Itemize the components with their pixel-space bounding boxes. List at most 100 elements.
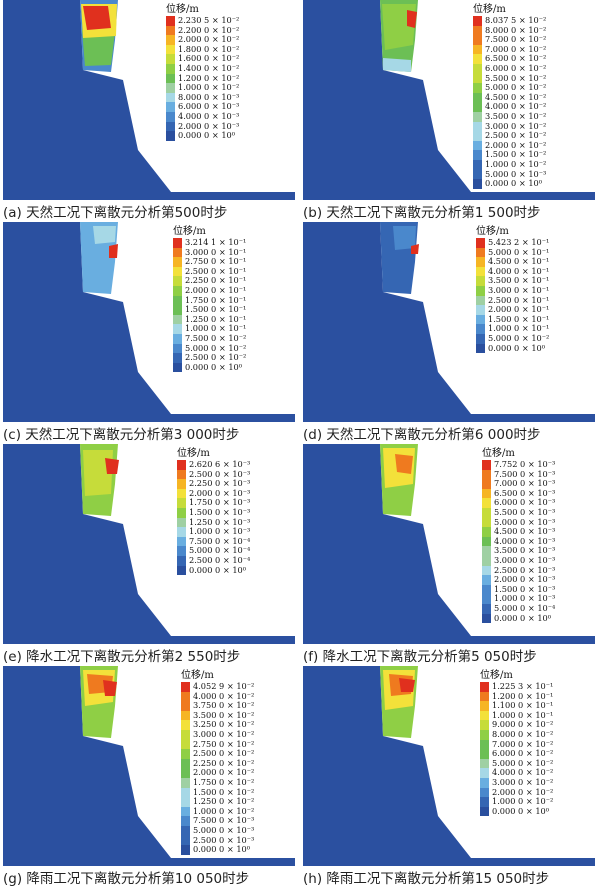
- legend-row: 7.752 0 × 10⁻³: [482, 459, 555, 470]
- legend-value-label: 5.500 0 × 10⁻³: [494, 506, 556, 517]
- legend-row: 1.750 0 × 10⁻³: [177, 498, 250, 508]
- legend-value-label: 4.500 0 × 10⁻²: [485, 91, 547, 102]
- legend-swatch: [181, 777, 190, 788]
- legend-row: 1.000 0 × 10⁻¹: [476, 324, 549, 334]
- legend-swatch: [480, 729, 489, 740]
- legend-swatch: [181, 845, 190, 855]
- legend-row: 7.500 0 × 10⁻³: [482, 469, 555, 480]
- legend-value-label: 1.500 0 × 10⁻²: [485, 149, 547, 160]
- legend-row: 1.500 0 × 10⁻²: [473, 150, 546, 160]
- legend-value-label: 2.230 5 × 10⁻²: [178, 15, 240, 25]
- legend-value-label: 4.052 9 × 10⁻²: [193, 681, 255, 691]
- legend-swatch: [476, 266, 485, 277]
- legend-value-label: 3.500 0 × 10⁻³: [494, 545, 556, 556]
- legend-value-label: 0.000 0 × 10⁰: [488, 342, 546, 353]
- legend-value-label: 3.000 0 × 10⁻³: [494, 554, 556, 565]
- legend-value-label: 8.000 0 × 10⁻³: [178, 91, 240, 102]
- legend-row: 1.200 0 × 10⁻¹: [480, 691, 553, 702]
- legend-row: 3.214 1 × 10⁻¹: [173, 237, 246, 248]
- rock-mass: [3, 444, 295, 644]
- legend-value-label: 2.620 6 × 10⁻³: [189, 459, 251, 469]
- legend-row: 4.500 0 × 10⁻¹: [476, 257, 549, 267]
- legend-value-label: 7.000 0 × 10⁻³: [494, 478, 556, 489]
- legend-row: 1.000 0 × 10⁻³: [482, 594, 555, 604]
- legend-value-label: 2.750 0 × 10⁻²: [193, 738, 255, 749]
- legend-value-label: 7.000 0 × 10⁻²: [492, 738, 554, 749]
- legend-swatch: [173, 295, 182, 306]
- panel-e-contour-plot: [3, 444, 295, 644]
- legend-value-label: 2.500 0 × 10⁻²: [185, 352, 247, 363]
- legend-row: 0.000 0 × 10⁰: [181, 844, 254, 855]
- legend-row: 2.000 0 × 10⁻³: [177, 488, 250, 499]
- sliding-block-red: [103, 680, 117, 696]
- legend-row: 7.000 0 × 10⁻³: [482, 479, 555, 489]
- legend-value-label: 2.000 0 × 10⁻²: [485, 139, 547, 150]
- legend-row: 2.200 0 × 10⁻²: [166, 25, 239, 36]
- legend-value-label: 2.000 0 × 10⁻²: [193, 767, 255, 778]
- panel-g: 位移/m 4.052 9 × 10⁻² 4.000 0 × 10⁻² 3.750 0…: [3, 666, 295, 888]
- legend-value-label: 3.000 0 × 10⁻¹: [488, 284, 550, 295]
- caption: (d) 天然工况下离散元分析第6 000时步: [303, 427, 541, 443]
- legend-rows: 3.214 1 × 10⁻¹ 3.000 0 × 10⁻¹ 2.750 0 × 10…: [173, 237, 247, 373]
- legend-row: 1.500 0 × 10⁻³: [177, 507, 250, 518]
- legend-swatch: [480, 797, 489, 807]
- legend-swatch: [482, 584, 491, 595]
- legend-swatch: [480, 806, 489, 817]
- legend-row: 2.750 0 × 10⁻²: [181, 738, 255, 750]
- legend-value-label: 3.000 0 × 10⁻²: [485, 120, 547, 131]
- legend-row: 8.000 0 × 10⁻²: [480, 729, 553, 740]
- legend-row: 4.000 0 × 10⁻²: [480, 768, 553, 778]
- legend-row: 1.500 0 × 10⁻¹: [476, 314, 549, 325]
- caption: (e) 降水工况下离散元分析第2 550时步: [3, 649, 241, 665]
- legend-swatch: [482, 555, 491, 566]
- legend-swatch: [476, 276, 485, 286]
- legend-swatch: [181, 691, 190, 702]
- legend-rows: 7.752 0 × 10⁻³ 7.500 0 × 10⁻³ 7.000 0 × 10…: [482, 459, 556, 624]
- legend-value-label: 5.000 0 × 10⁻²: [185, 342, 247, 353]
- legend-value-label: 1.400 0 × 10⁻²: [178, 62, 240, 73]
- legend-swatch: [476, 257, 485, 267]
- legend-value-label: 2.500 0 × 10⁻¹: [488, 294, 550, 305]
- legend-row: 1.500 0 × 10⁻¹: [173, 305, 246, 315]
- legend-row: 4.500 0 × 10⁻²: [473, 91, 547, 103]
- sliding-block-lower: [383, 58, 411, 72]
- legend-row: 0.000 0 × 10⁰: [473, 178, 546, 189]
- legend-swatch: [166, 83, 175, 93]
- rock-mass: [303, 0, 595, 200]
- legend-value-label: 0.000 0 × 10⁰: [494, 612, 552, 623]
- legend-row: 1.500 0 × 10⁻³: [482, 584, 555, 595]
- legend-swatch: [181, 825, 190, 836]
- legend-value-label: 3.500 0 × 10⁻¹: [488, 275, 550, 286]
- panel-a: 位移/m 2.230 5 × 10⁻² 2.200 0 × 10⁻² 2.000 0…: [3, 0, 295, 222]
- legend-value-label: 5.000 0 × 10⁻⁴: [189, 545, 251, 556]
- legend-swatch: [482, 565, 491, 576]
- legend-swatch: [177, 555, 186, 566]
- legend-value-label: 4.000 0 × 10⁻³: [494, 535, 556, 546]
- legend: 位移/m 7.752 0 × 10⁻³ 7.500 0 × 10⁻³ 7.000 0…: [482, 448, 556, 624]
- legend-row: 7.500 0 × 10⁻³: [181, 816, 254, 826]
- legend-swatch: [173, 305, 182, 315]
- legend-row: 6.500 0 × 10⁻³: [482, 488, 555, 499]
- caption: (h) 降雨工况下离散元分析第15 050时步: [303, 871, 550, 887]
- legend-rows: 2.620 6 × 10⁻³ 2.500 0 × 10⁻³ 2.250 0 × 10…: [177, 459, 251, 576]
- legend-row: 5.500 0 × 10⁻²: [473, 72, 547, 84]
- legend-title: 位移/m: [482, 448, 515, 459]
- legend-swatch: [480, 749, 489, 759]
- legend-value-label: 1.500 0 × 10⁻²: [193, 786, 255, 797]
- legend-value-label: 5.000 0 × 10⁻⁴: [494, 602, 556, 613]
- legend-value-label: 5.500 0 × 10⁻²: [485, 72, 547, 83]
- legend-swatch: [177, 565, 186, 576]
- legend-row: 1.750 0 × 10⁻¹: [173, 295, 246, 306]
- legend-swatch: [173, 353, 182, 363]
- legend: 位移/m 8.037 5 × 10⁻² 8.000 0 × 10⁻² 7.500 0…: [473, 4, 546, 189]
- legend-row: 6.000 0 × 10⁻³: [166, 102, 239, 112]
- legend-value-label: 7.500 0 × 10⁻⁴: [189, 535, 251, 546]
- legend-row: 0.000 0 × 10⁰: [177, 565, 250, 576]
- legend-value-label: 3.750 0 × 10⁻²: [193, 700, 255, 711]
- legend-row: 6.500 0 × 10⁻²: [473, 54, 546, 64]
- legend-swatch: [473, 159, 482, 170]
- legend-row: 6.000 0 × 10⁻³: [482, 498, 555, 508]
- legend-value-label: 5.000 0 × 10⁻²: [492, 757, 554, 768]
- legend-row: 3.500 0 × 10⁻²: [181, 710, 254, 721]
- legend-value-label: 1.200 0 × 10⁻²: [178, 72, 240, 83]
